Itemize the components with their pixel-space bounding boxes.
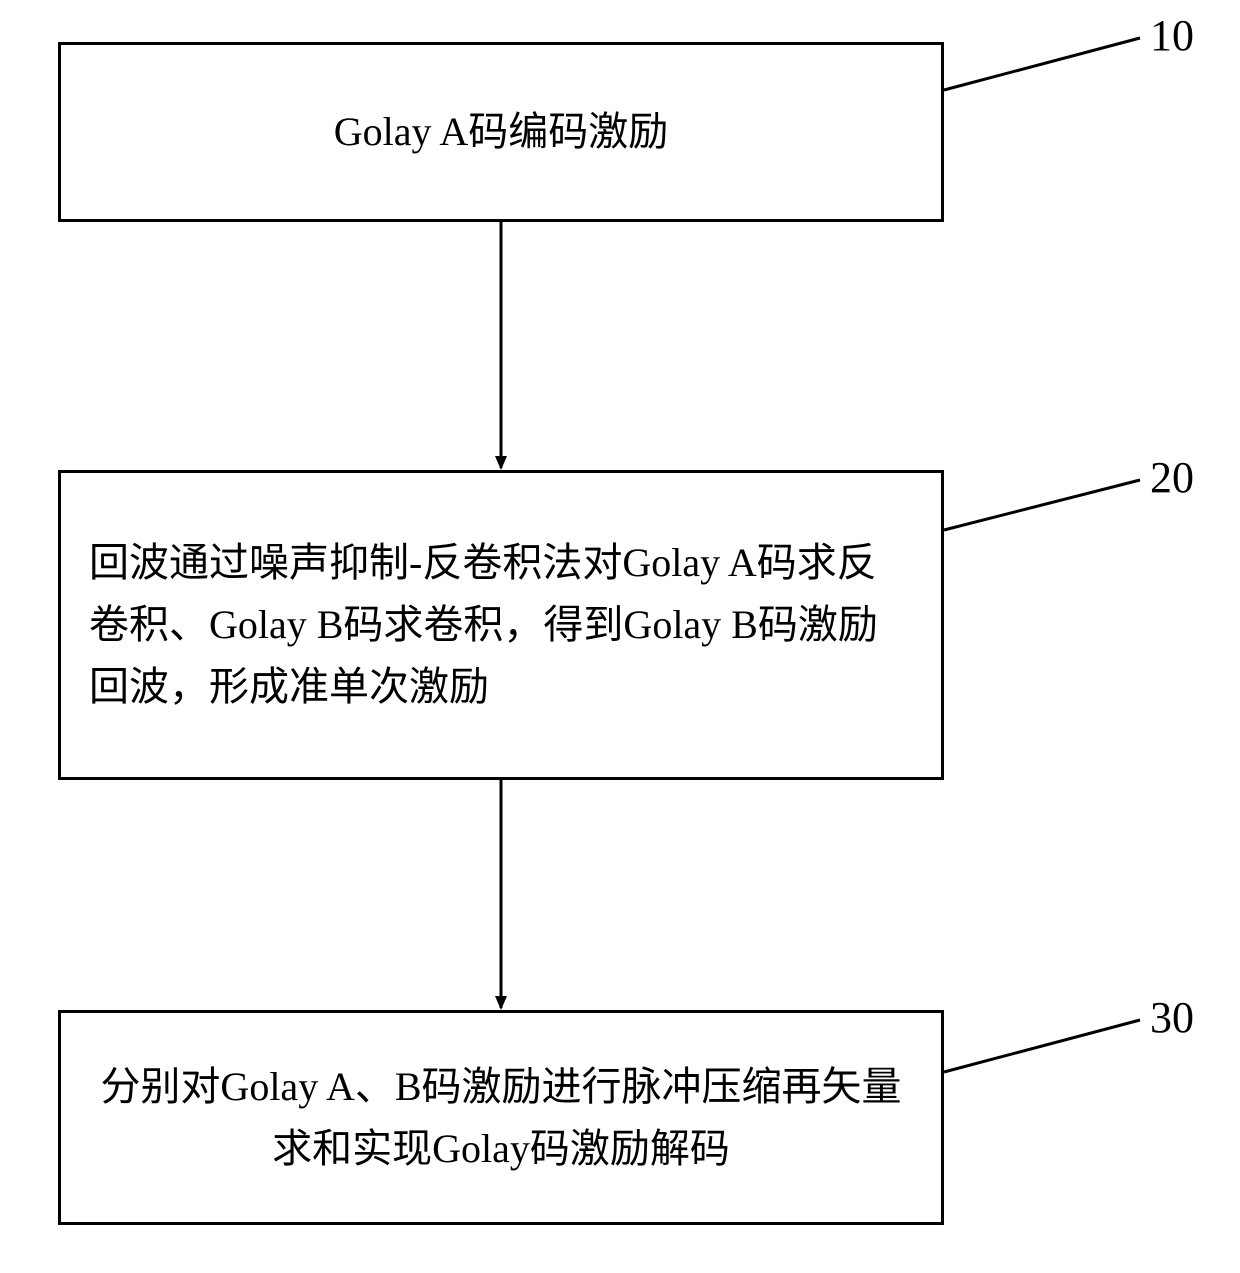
flowchart-canvas: Golay A码编码激励 回波通过噪声抑制-反卷积法对Golay A码求反卷积、… bbox=[0, 0, 1240, 1273]
leader-30 bbox=[944, 1020, 1140, 1072]
step-10: Golay A码编码激励 bbox=[58, 42, 944, 222]
label-10: 10 bbox=[1150, 10, 1194, 61]
leader-20 bbox=[944, 480, 1140, 530]
step-10-text: Golay A码编码激励 bbox=[89, 101, 913, 163]
leader-10 bbox=[944, 38, 1140, 90]
step-30: 分别对Golay A、B码激励进行脉冲压缩再矢量求和实现Golay码激励解码 bbox=[58, 1010, 944, 1225]
step-20-text: 回波通过噪声抑制-反卷积法对Golay A码求反卷积、Golay B码求卷积，得… bbox=[89, 532, 913, 718]
label-30: 30 bbox=[1150, 992, 1194, 1043]
step-20: 回波通过噪声抑制-反卷积法对Golay A码求反卷积、Golay B码求卷积，得… bbox=[58, 470, 944, 780]
label-20: 20 bbox=[1150, 452, 1194, 503]
step-30-text: 分别对Golay A、B码激励进行脉冲压缩再矢量求和实现Golay码激励解码 bbox=[89, 1056, 913, 1180]
